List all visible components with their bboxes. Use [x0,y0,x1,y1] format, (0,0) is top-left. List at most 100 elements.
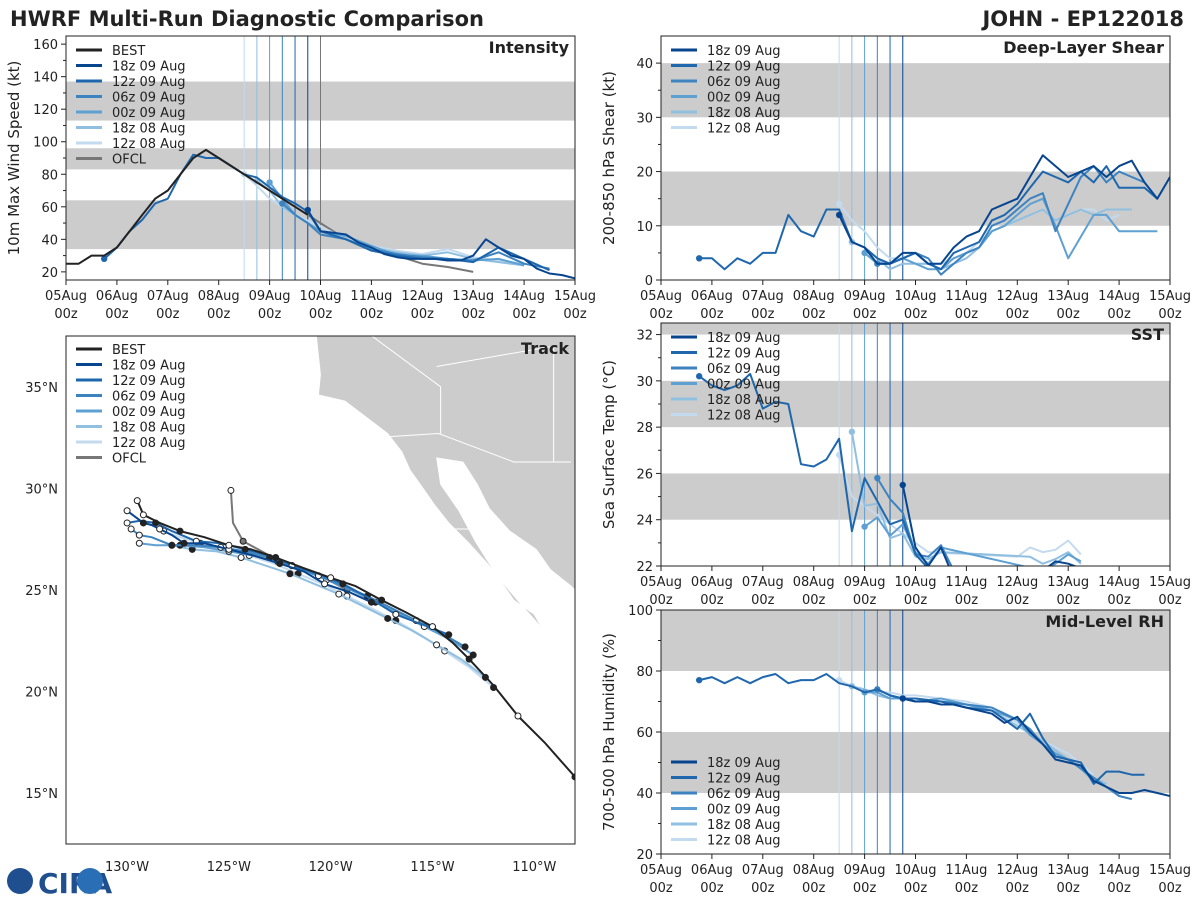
intensity-xtick-label: 00z [207,307,231,322]
sst-xtick-label: 00z [904,593,928,608]
shear-xtick-label: 13Aug [1047,289,1089,304]
rh-xtick-label: 00z [1158,881,1182,896]
track-lat-label: 30°N [25,482,58,497]
track-position-marker [272,553,280,561]
rh-xtick-label: 15Aug [1149,863,1191,878]
intensity-xtick-label: 12Aug [401,289,443,304]
intensity-legend-label: 12z 08 Aug [112,137,186,152]
sst-legend-label: 00z 09 Aug [707,378,781,393]
sst-xtick-label: 11Aug [945,575,987,590]
intensity-legend-label: 12z 09 Aug [112,75,186,90]
track-lon-label: 115°W [410,860,454,875]
track-lon-label: 125°W [207,860,251,875]
track-border [389,433,571,463]
shear-ytick-label: 0 [645,274,653,289]
track-legend-label: OFCL [112,452,147,467]
track-lat-label: 20°N [25,686,58,701]
intensity-xtick-label: 00z [462,307,486,322]
shear-init-point [835,200,843,208]
sst-xtick-label: 00z [751,593,775,608]
shear-ytick-label: 40 [636,57,653,72]
track-position-marker [392,610,400,618]
track-lat-label: 15°N [25,787,58,802]
rh-xtick-label: 00z [955,881,979,896]
rh-xtick-label: 00z [700,881,724,896]
track-lat-label: 35°N [25,381,58,396]
track-position-marker [135,539,143,547]
shear-legend-label: 12z 09 Aug [707,60,781,75]
sst-xtick-label: 08Aug [793,575,835,590]
shear-ylabel: 200-850 hPa Shear (kt) [600,71,618,245]
track-position-marker [514,712,522,720]
track-position-marker [139,511,147,519]
track-position-marker [225,541,233,549]
shear-panel: 0 10 20 30 40 05Aug 00z 06Aug 00z 07Aug 00z 08Aug 00… [600,35,1191,322]
rh-xtick-label: 06Aug [691,863,733,878]
intensity-legend-label: BEST [112,44,145,59]
intensity-xtick-label: 00z [309,307,333,322]
shear-xtick-label: 12Aug [996,289,1038,304]
sst-ytick-label: 30 [636,375,653,390]
shear-xtick-label: 11Aug [945,289,987,304]
sst-ytick-label: 26 [636,467,653,482]
intensity-xtick-label: 09Aug [249,289,291,304]
track-position-marker [384,614,392,622]
intensity-ylabel: 10m Max Wind Speed (kt) [5,61,23,256]
intensity-xtick-label: 00z [360,307,384,322]
sst-series-12z-08-aug [838,454,1082,558]
rh-band [661,732,1170,793]
sst-init-point [861,523,868,530]
shear-xtick-label: 14Aug [1098,289,1140,304]
rh-legend-label: 12z 08 Aug [707,834,781,849]
rh-init-point [695,676,703,684]
intensity-ytick-label: 20 [41,266,58,281]
track-position-marker [180,539,188,547]
intensity-xtick-label: 00z [512,307,536,322]
track-position-marker [227,486,235,494]
track-position-marker [156,525,164,533]
shear-xtick-label: 07Aug [742,289,784,304]
track-position-marker [378,596,386,604]
shear-legend-label: 12z 08 Aug [707,122,781,137]
track-position-marker [321,580,329,588]
sst-title: SST [1131,325,1164,344]
sst-series-12z-09-aug [698,372,928,566]
rh-series-18z-09-aug [902,697,1170,797]
rh-band [661,610,1170,671]
track-position-marker [123,507,131,515]
rh-xtick-label: 05Aug [640,863,682,878]
shear-xtick-label: 00z [751,307,775,322]
sst-ytick-label: 32 [636,329,653,344]
track-lon-label: 130°W [105,860,149,875]
rh-xtick-label: 00z [802,881,826,896]
sst-series-00z-09-aug [864,516,1082,566]
shear-init-point [835,211,843,219]
track-position-marker [276,560,284,568]
track-legend-label: 00z 09 Aug [112,405,186,420]
rh-legend-label: 06z 09 Aug [707,787,781,802]
shear-xtick-label: 00z [1057,307,1081,322]
rh-xtick-label: 00z [751,881,775,896]
sst-xtick-label: 00z [649,593,673,608]
track-position-marker [237,553,245,561]
storm-id: JOHN - EP122018 [980,7,1184,31]
shear-xtick-label: 09Aug [844,289,886,304]
shear-ytick-label: 30 [636,111,653,126]
intensity-xtick-label: 15Aug [554,289,596,304]
shear-xtick-label: 00z [802,307,826,322]
sst-panel: 22 24 26 28 30 32 05Aug 00z 06Aug 00z 07Aug 00z 08Au… [600,322,1191,608]
intensity-xtick-label: 00z [54,307,78,322]
rh-xtick-label: 00z [1057,881,1081,896]
track-position-marker [335,590,343,598]
sst-ytick-label: 28 [636,421,653,436]
track-lon-label: 120°W [309,860,353,875]
shear-ytick-label: 10 [636,220,653,235]
sst-xtick-label: 00z [853,593,877,608]
intensity-series-18z-09-aug [306,209,575,280]
intensity-legend-label: 00z 09 Aug [112,106,186,121]
shear-xtick-label: 06Aug [691,289,733,304]
shear-legend-label: 18z 08 Aug [707,106,781,121]
track-position-marker [461,643,469,651]
sst-ylabel: Sea Surface Temp (°C) [600,360,618,529]
shear-xtick-label: 00z [1158,307,1182,322]
